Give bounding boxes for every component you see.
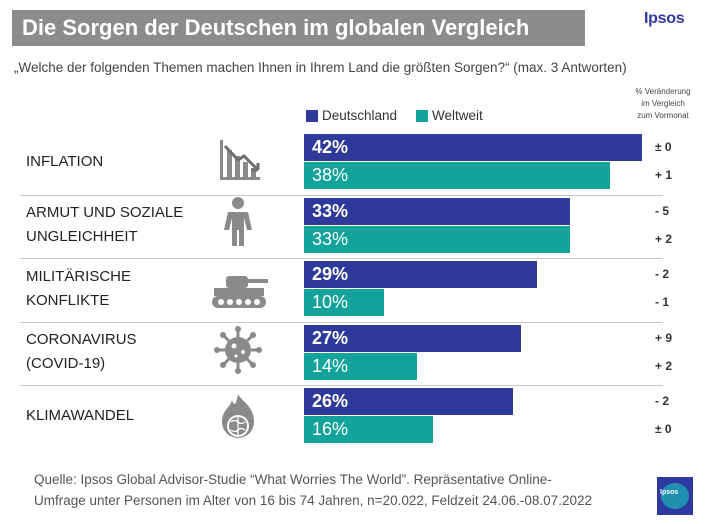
change-header: % Veränderung im Vergleich zum Vormonat xyxy=(628,86,698,122)
row-separator xyxy=(20,258,663,259)
value-label-deutschland: 29% xyxy=(312,264,349,284)
bar-weltweit xyxy=(304,352,417,380)
value-label-deutschland: 42% xyxy=(312,137,349,157)
category-label: CORONAVIRUS (COVID-19) xyxy=(26,328,137,376)
value-label-weltweit: 38% xyxy=(312,165,349,185)
value-label-weltweit: 16% xyxy=(312,419,349,439)
title-bar: Die Sorgen der Deutschen im globalen Ver… xyxy=(12,10,585,46)
category-label-line: KONFLIKTE xyxy=(26,292,110,309)
category-label-line: (COVID-19) xyxy=(26,355,106,372)
change-value-weltweit: - 1 xyxy=(655,295,670,309)
legend-label-weltweit: Weltweit xyxy=(432,108,483,123)
category-label: ARMUT UND SOZIALE UNGLEICHHEIT xyxy=(26,201,183,249)
person-icon xyxy=(214,196,262,253)
bar-deutschland xyxy=(304,134,642,161)
change-value-weltweit: + 2 xyxy=(655,231,673,246)
change-value-weltweit: + 2 xyxy=(655,358,673,373)
ipsos-corner-logo: Ipsos xyxy=(657,477,693,515)
bar-weltweit xyxy=(304,289,384,316)
change-value-deutschland: + 9 xyxy=(655,330,673,345)
category-label-line: INFLATION xyxy=(26,153,104,170)
row-separator xyxy=(20,195,663,196)
bar-weltweit xyxy=(304,225,570,253)
change-header-line: im Vergleich xyxy=(641,99,685,108)
legend-swatch-deutschland xyxy=(306,110,318,122)
category-label: MILITÄRISCHE KONFLIKTE xyxy=(26,265,131,313)
globe-fire-icon xyxy=(214,392,262,449)
bar-deutschland xyxy=(304,261,537,288)
bar-deutschland xyxy=(304,197,570,225)
category-label-line: ARMUT UND SOZIALE xyxy=(26,204,184,221)
declining-chart-icon xyxy=(216,136,264,189)
change-value-deutschland: ± 0 xyxy=(655,140,672,154)
bar-weltweit xyxy=(304,162,610,189)
change-value-weltweit: + 1 xyxy=(655,168,673,182)
change-value-deutschland: - 5 xyxy=(655,203,670,218)
ipsos-logo: Ipsos xyxy=(644,10,685,27)
source-line: Quelle: Ipsos Global Advisor-Studie “Wha… xyxy=(34,472,552,487)
category-label-line: CORONAVIRUS xyxy=(26,331,137,348)
survey-question: „Welche der folgenden Themen machen Ihne… xyxy=(14,60,627,75)
row-separator xyxy=(20,385,663,386)
tank-icon xyxy=(210,270,270,315)
category-label-line: MILITÄRISCHE xyxy=(26,268,132,285)
bar-weltweit xyxy=(304,416,433,443)
change-header-line: zum Vormonat xyxy=(637,111,689,120)
value-label-deutschland: 26% xyxy=(312,391,349,411)
value-label-deutschland: 33% xyxy=(312,200,349,221)
bar-deutschland xyxy=(304,324,521,352)
change-header-line: % Veränderung xyxy=(635,87,691,96)
page-title: Die Sorgen der Deutschen im globalen Ver… xyxy=(22,15,530,40)
legend-label-deutschland: Deutschland xyxy=(322,108,398,123)
category-label-line: UNGLEICHHEIT xyxy=(26,228,138,245)
corner-logo-text: Ipsos xyxy=(660,489,679,496)
value-label-weltweit: 14% xyxy=(312,355,349,376)
category-label-line: KLIMAWANDEL xyxy=(26,407,135,424)
change-value-deutschland: - 2 xyxy=(655,267,670,281)
virus-icon xyxy=(214,326,262,379)
category-label: KLIMAWANDEL xyxy=(26,404,134,428)
value-label-weltweit: 10% xyxy=(312,292,349,312)
change-value-deutschland: - 2 xyxy=(655,394,670,408)
corner-logo-circle xyxy=(661,483,689,509)
source-note: Quelle: Ipsos Global Advisor-Studie “Wha… xyxy=(34,469,592,511)
change-value-weltweit: ± 0 xyxy=(655,422,672,436)
legend-swatch-weltweit xyxy=(416,110,428,122)
category-label: INFLATION xyxy=(26,150,103,174)
source-line: Umfrage unter Personen im Alter von 16 b… xyxy=(34,493,592,508)
row-separator xyxy=(20,322,663,323)
bar-deutschland xyxy=(304,388,513,415)
value-label-weltweit: 33% xyxy=(312,228,349,249)
value-label-deutschland: 27% xyxy=(312,327,349,348)
